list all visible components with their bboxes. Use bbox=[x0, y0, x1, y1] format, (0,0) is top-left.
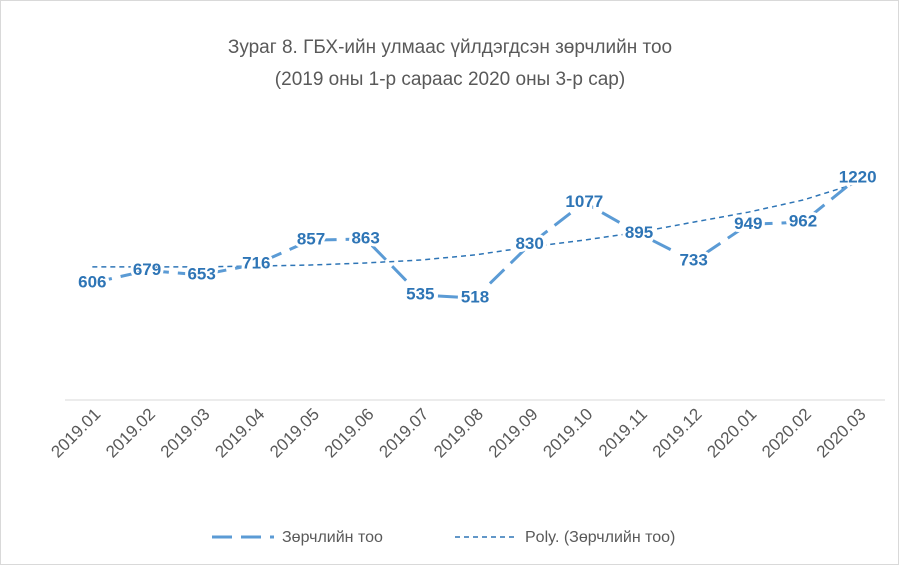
data-label: 1220 bbox=[839, 167, 877, 186]
chart-title: Зураг 8. ГБХ-ийн улмаас үйлдэгдсэн зөрчл… bbox=[228, 37, 672, 58]
data-label: 733 bbox=[679, 251, 707, 270]
data-label: 949 bbox=[734, 214, 762, 233]
data-label: 518 bbox=[461, 288, 489, 307]
data-label: 679 bbox=[133, 260, 161, 279]
data-label: 962 bbox=[789, 212, 817, 231]
data-label: 895 bbox=[625, 223, 653, 242]
data-label: 863 bbox=[351, 229, 379, 248]
data-label: 535 bbox=[406, 285, 434, 304]
data-label: 653 bbox=[187, 264, 215, 283]
legend-label: Poly. (Зөрчлийн тоо) bbox=[525, 529, 675, 546]
data-line bbox=[91, 176, 859, 300]
data-label: 1077 bbox=[565, 192, 603, 211]
data-label: 716 bbox=[242, 254, 270, 273]
data-label: 857 bbox=[297, 230, 325, 249]
trendline bbox=[92, 182, 858, 268]
legend-label: Зөрчлийн тоо bbox=[282, 529, 383, 546]
data-label: 606 bbox=[78, 272, 106, 291]
chart-subtitle: (2019 оны 1-р сараас 2020 оны 3-р сар) bbox=[275, 69, 625, 90]
data-label: 830 bbox=[515, 234, 543, 253]
